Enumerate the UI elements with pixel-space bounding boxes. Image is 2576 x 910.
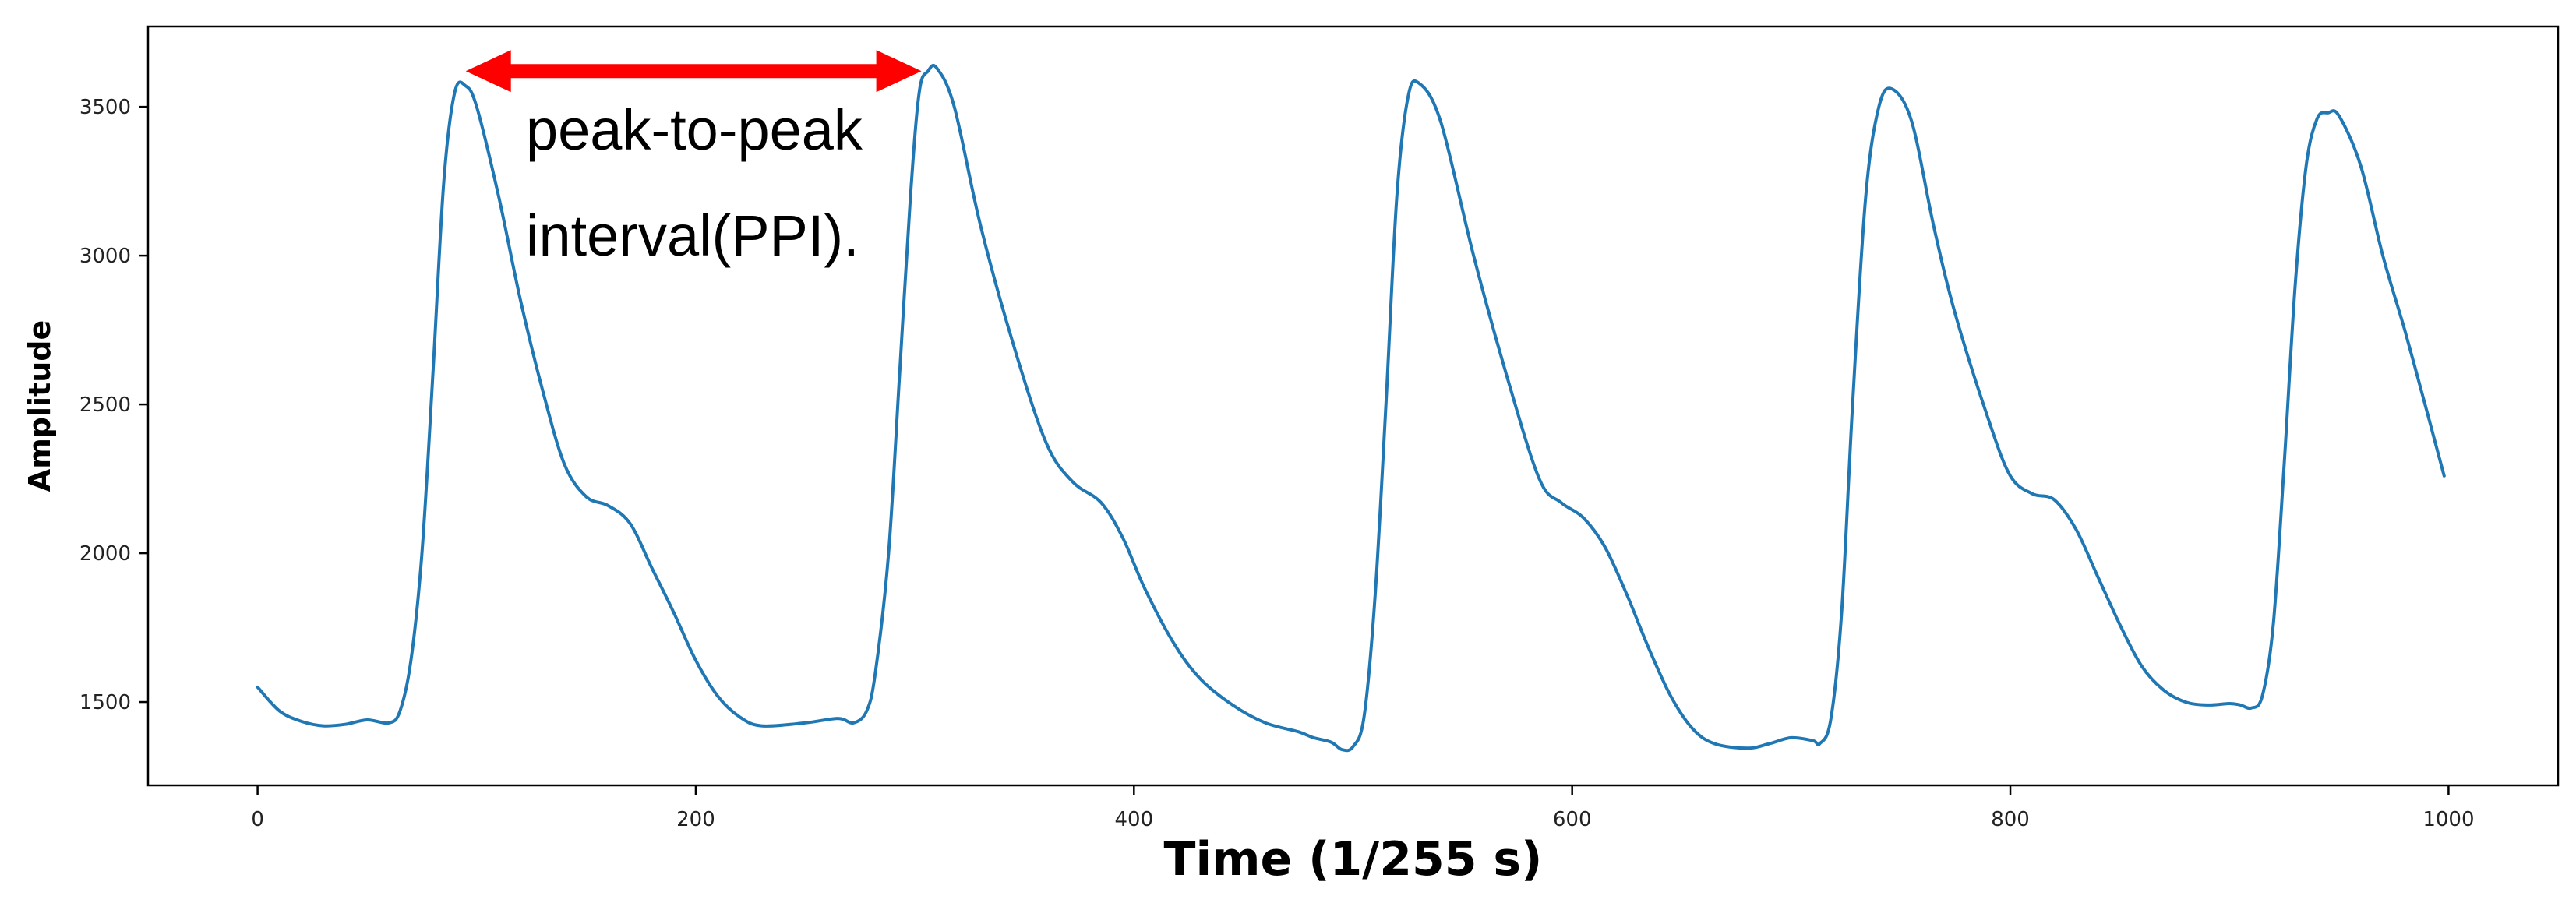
y-tick-label: 2000 (79, 542, 131, 566)
x-tick-label: 800 (1991, 808, 2030, 831)
x-tick-label: 600 (1553, 808, 1592, 831)
x-tick-label: 1000 (2422, 808, 2474, 831)
x-axis-label: Time (1/255 s) (1164, 832, 1543, 887)
y-tick-label: 1500 (79, 691, 131, 714)
axes-frame (146, 25, 2560, 787)
annotation-label: peak-to-peak (526, 97, 863, 162)
y-tick-label: 2500 (79, 393, 131, 417)
y-tick-label: 3500 (79, 96, 131, 119)
annotation-layer: peak-to-peak interval(PPI). (465, 50, 922, 268)
x-tick-label: 200 (676, 808, 715, 831)
series-line-0 (256, 63, 2446, 753)
x-tick-label: 400 (1114, 808, 1153, 831)
y-tick-label: 3000 (79, 245, 131, 268)
y-axis-label: Amplitude (23, 320, 57, 492)
x-tick-label: 0 (251, 808, 264, 831)
ppi-double-arrow (465, 50, 922, 93)
tick-layer: 0 200 400 600 800 1000 1500 2000 2500 3000 3500 (79, 96, 2475, 831)
annotation-label: interval(PPI). (526, 203, 859, 268)
plot-area (256, 63, 2446, 753)
